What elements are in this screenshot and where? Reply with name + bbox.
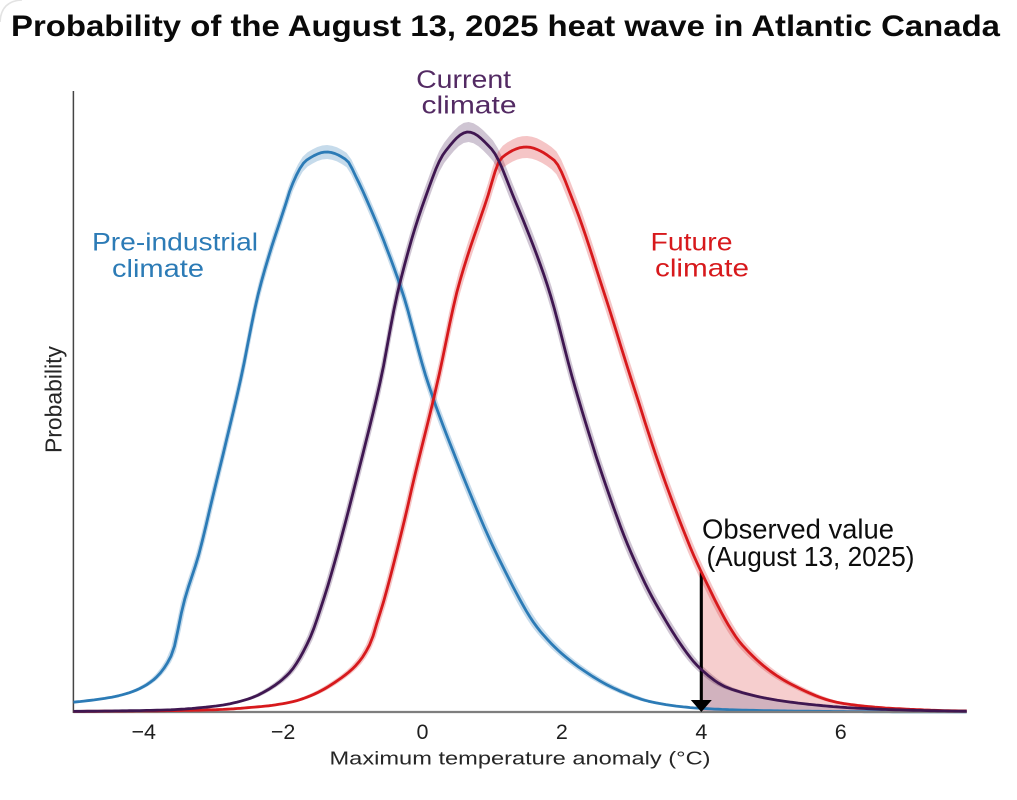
svg-text:climate: climate <box>655 255 749 283</box>
svg-text:Probability: Probability <box>41 346 67 453</box>
svg-text:Pre-industrial: Pre-industrial <box>92 229 258 257</box>
svg-text:Observed value: Observed value <box>702 513 894 544</box>
svg-text:−2: −2 <box>271 720 296 744</box>
svg-text:6: 6 <box>835 720 847 744</box>
svg-text:4: 4 <box>695 720 707 744</box>
svg-text:Probability of the August 13,: Probability of the August 13, 2025 heat … <box>11 10 1000 43</box>
svg-text:Maximum temperature anomaly (°: Maximum temperature anomaly (°C) <box>330 747 711 768</box>
svg-text:Future: Future <box>651 229 733 257</box>
svg-text:0: 0 <box>417 720 429 744</box>
svg-text:climate: climate <box>422 92 517 120</box>
svg-text:2: 2 <box>556 720 568 744</box>
svg-text:climate: climate <box>112 255 204 283</box>
svg-text:(August 13, 2025): (August 13, 2025) <box>707 541 915 572</box>
svg-text:Current: Current <box>416 66 511 94</box>
svg-text:−4: −4 <box>131 720 156 744</box>
